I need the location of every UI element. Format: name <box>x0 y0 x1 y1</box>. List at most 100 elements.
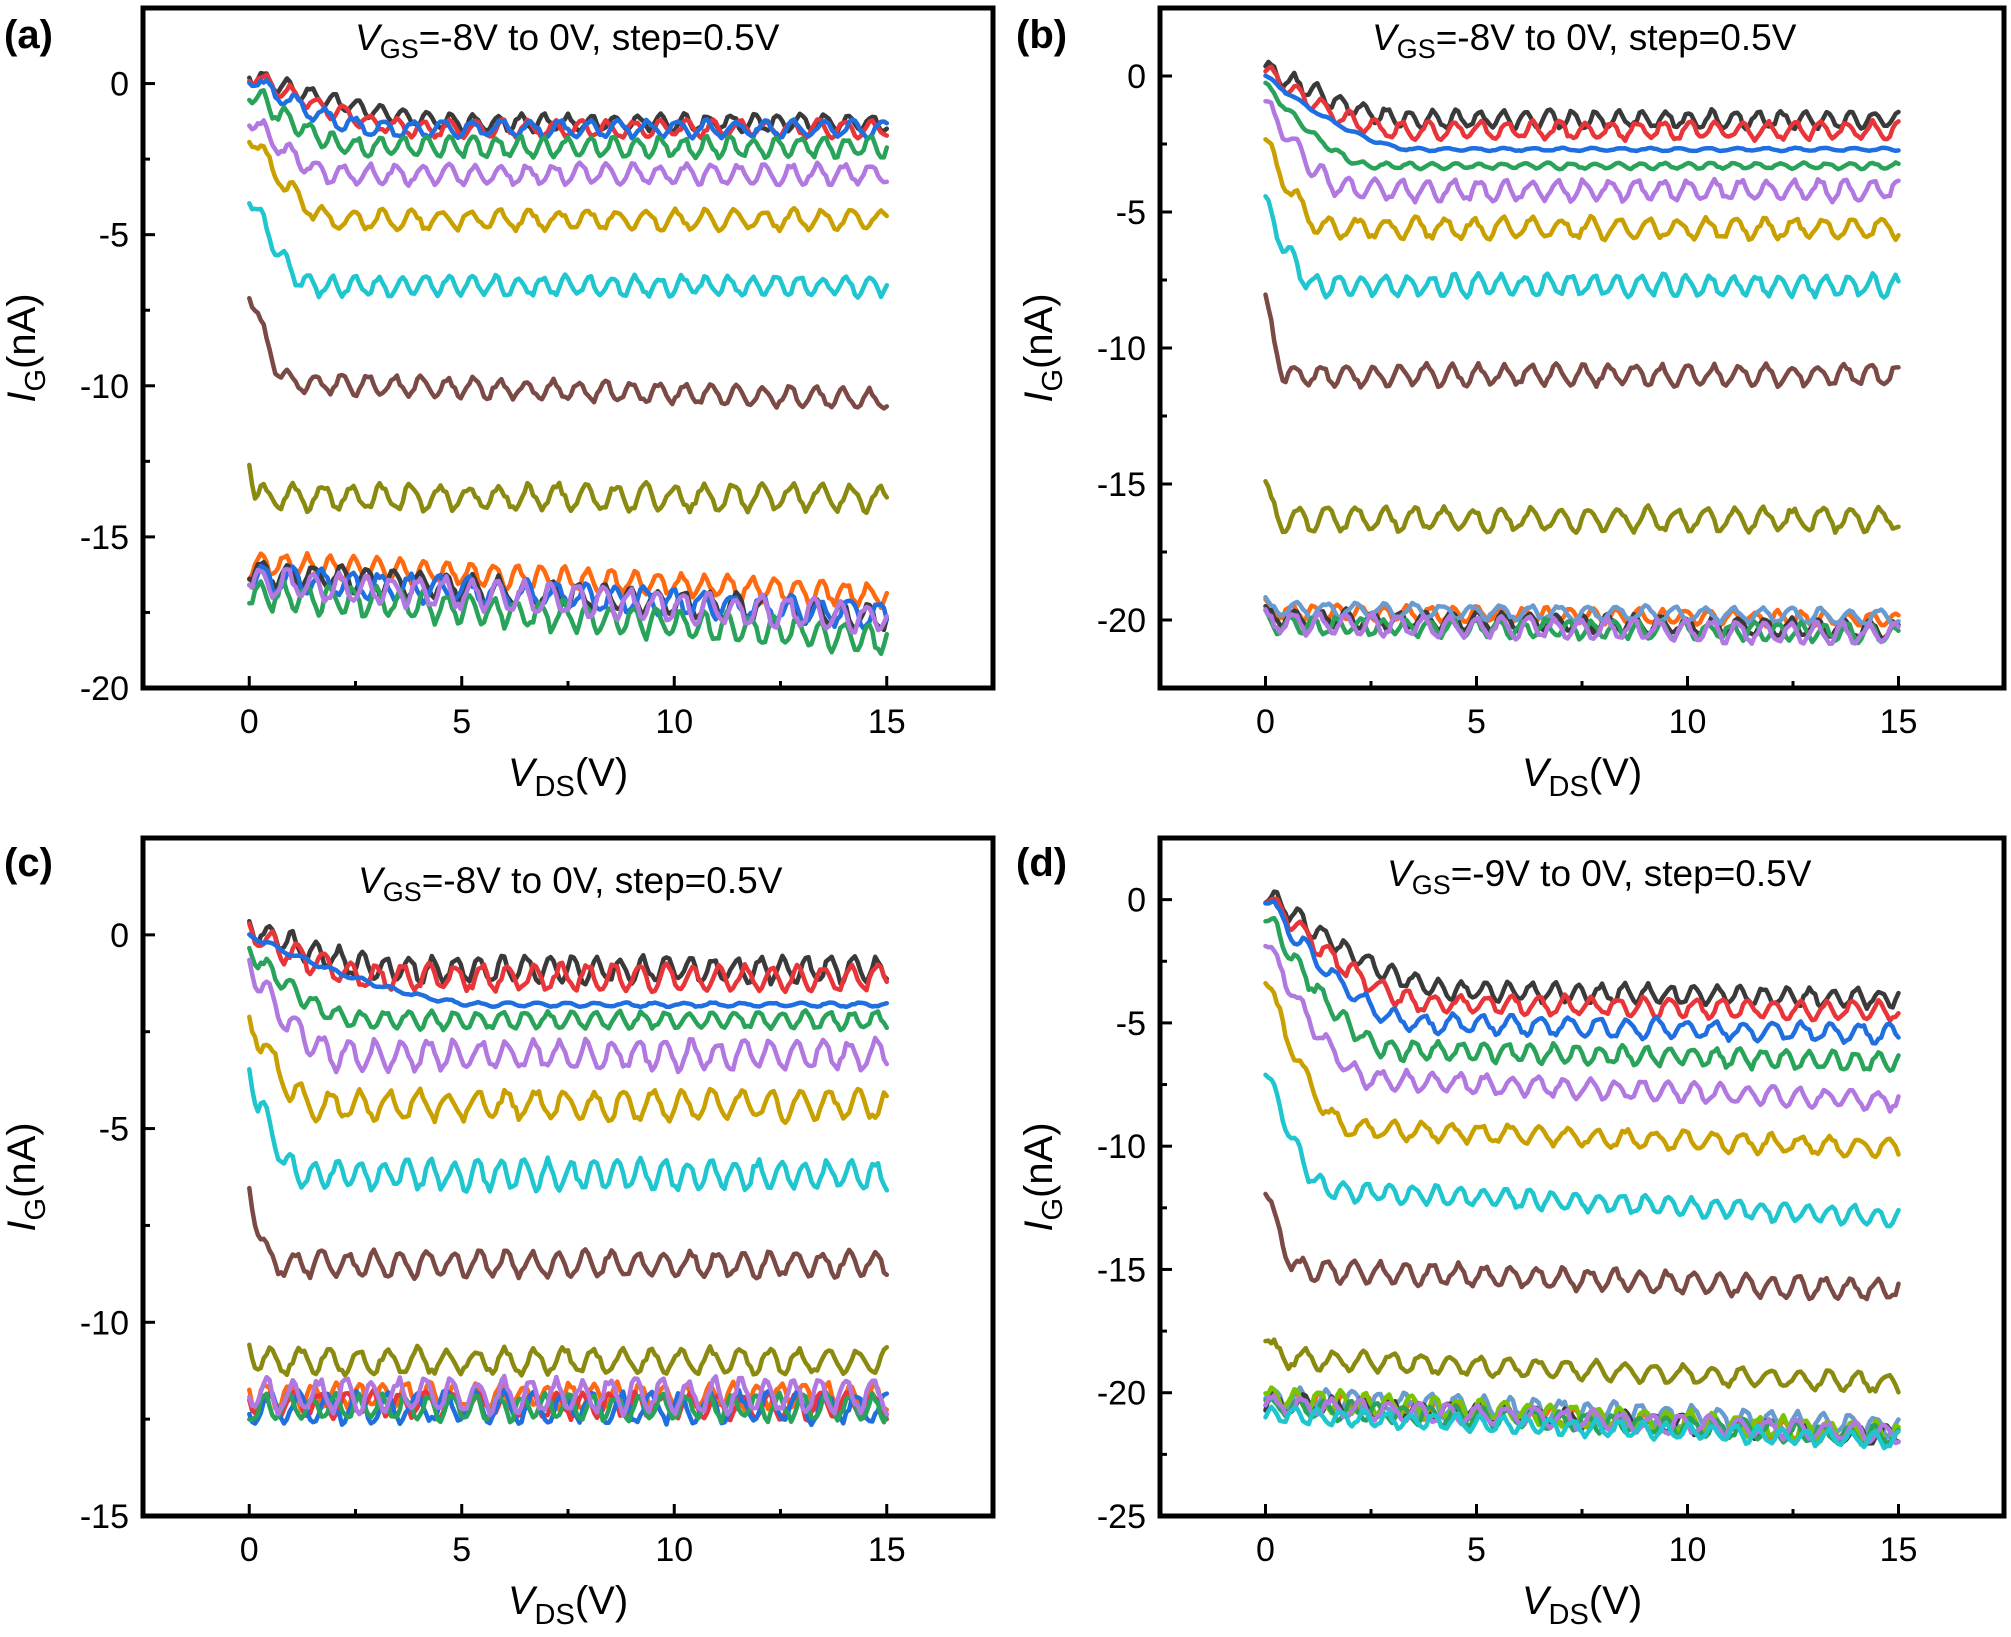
annotation-text: =-9V to 0V, step=0.5V <box>1451 853 1812 894</box>
y-tick-label: -20 <box>1097 1375 1146 1413</box>
series-black <box>1263 59 1901 132</box>
y-tick-label: -15 <box>1097 1251 1146 1289</box>
series-blue <box>247 77 890 141</box>
x-axis-title: VDS(V) <box>1522 1579 1642 1631</box>
series-purple <box>247 957 890 1075</box>
series-olive <box>247 1342 890 1378</box>
y-axis-unit: (nA) <box>0 1122 44 1198</box>
x-axis-symbol: V <box>1522 751 1552 795</box>
panel-d: 0 5 10 150-5-10-15-20-25(d) VGS=-9V to 0V, s… <box>1016 835 2007 1631</box>
series-green-low <box>1263 1394 1901 1448</box>
series-red <box>247 921 890 995</box>
y-axis-unit: (nA) <box>1017 293 1061 369</box>
panel-b: 0 5 10 150-5-10-15-20(b) VGS=-8V to 0V, step… <box>1016 5 2007 803</box>
annotation-symbol: V <box>1372 17 1400 58</box>
x-axis-subscript: DS <box>1549 1599 1589 1631</box>
x-axis-subscript: DS <box>535 771 575 803</box>
y-tick-label: -10 <box>80 1304 129 1342</box>
series-green-low <box>1263 607 1901 646</box>
series-purple-low <box>1263 607 1901 647</box>
panel-label: (d) <box>1016 841 1067 885</box>
y-tick-label: 0 <box>110 66 129 104</box>
series-group <box>1263 59 1901 647</box>
annotation-subscript: GS <box>383 877 422 907</box>
series-cyan <box>1263 1072 1901 1229</box>
y-tick-label: -10 <box>1097 330 1146 368</box>
y-tick-label: -15 <box>80 519 129 557</box>
panel-label: (c) <box>4 841 53 885</box>
x-axis-subscript: DS <box>1549 771 1589 803</box>
y-tick-label: -5 <box>99 217 129 255</box>
x-tick-label: 0 <box>1256 703 1275 741</box>
y-tick-label: -5 <box>99 1111 129 1149</box>
series-blue <box>247 932 890 1010</box>
y-axis-title: IG(nA) <box>0 293 52 402</box>
panel-a: 0 5 10 150-5-10-15-20(a) VGS=-8V to 0V, step… <box>0 5 996 803</box>
y-tick-label: -15 <box>1097 466 1146 504</box>
series-olive <box>1263 479 1901 535</box>
series-green <box>1263 80 1901 172</box>
series-cyan <box>1263 194 1901 300</box>
x-axis-title: VDS(V) <box>508 1579 628 1631</box>
annotation-text: =-8V to 0V, step=0.5V <box>422 860 783 901</box>
vgs-annotation: VGS=-8V to 0V, step=0.5V <box>358 860 783 907</box>
series-red <box>1263 896 1901 1023</box>
panel-c: 0 5 10 150-5-10-15(c) VGS=-8V to 0V, step=0.… <box>0 835 996 1631</box>
y-tick-label: -5 <box>1116 1005 1146 1043</box>
y-axis-symbol: I <box>1017 392 1061 403</box>
annotation-text: =-8V to 0V, step=0.5V <box>1436 17 1797 58</box>
x-axis-unit: (V) <box>575 1579 628 1623</box>
vgs-annotation: VGS=-9V to 0V, step=0.5V <box>1387 853 1812 900</box>
y-tick-label: -10 <box>80 368 129 406</box>
y-axis-subscript: G <box>20 369 52 392</box>
y-axis-unit: (nA) <box>0 293 44 369</box>
x-tick-label: 10 <box>655 703 693 741</box>
series-green-low <box>247 578 890 657</box>
y-tick-label: -5 <box>1116 194 1146 232</box>
y-axis-subscript: G <box>1037 1198 1069 1221</box>
x-tick-label: 0 <box>240 703 259 741</box>
series-blue <box>1263 73 1901 154</box>
series-gold <box>1263 980 1901 1160</box>
x-axis-unit: (V) <box>1589 751 1642 795</box>
x-tick-label: 5 <box>452 1531 471 1569</box>
series-brown <box>1263 1191 1901 1302</box>
y-tick-label: 0 <box>110 917 129 955</box>
x-axis-unit: (V) <box>1589 1579 1642 1623</box>
series-green <box>247 945 890 1033</box>
annotation-symbol: V <box>355 17 383 58</box>
y-axis-symbol: I <box>1017 1221 1061 1232</box>
x-tick-label: 10 <box>1669 703 1707 741</box>
x-tick-label: 15 <box>868 703 906 741</box>
series-red <box>1263 64 1901 144</box>
y-tick-label: 0 <box>1127 58 1146 96</box>
series-olive <box>247 462 890 516</box>
x-tick-label: 0 <box>240 1531 259 1569</box>
annotation-subscript: GS <box>380 34 419 64</box>
x-axis-title: VDS(V) <box>1522 751 1642 803</box>
series-gold <box>247 139 890 234</box>
x-axis-symbol: V <box>508 751 538 795</box>
y-axis-subscript: G <box>1037 369 1069 392</box>
y-axis-symbol: I <box>0 1221 44 1232</box>
series-green <box>247 88 890 161</box>
series-cyan-low <box>1263 1404 1901 1451</box>
annotation-symbol: V <box>358 860 386 901</box>
panel-label: (a) <box>4 13 53 57</box>
series-black <box>1263 889 1901 1012</box>
y-tick-label: 0 <box>1127 882 1146 920</box>
x-axis-symbol: V <box>1522 1579 1552 1623</box>
x-axis-unit: (V) <box>575 751 628 795</box>
x-tick-label: 5 <box>1467 703 1486 741</box>
y-axis-title: IG(nA) <box>0 1122 52 1231</box>
y-axis-unit: (nA) <box>1017 1122 1061 1198</box>
x-tick-label: 15 <box>868 1531 906 1569</box>
series-brown <box>1263 292 1901 390</box>
series-purple <box>247 118 890 188</box>
x-tick-label: 5 <box>1467 1531 1486 1569</box>
x-tick-label: 5 <box>452 703 471 741</box>
y-tick-label: -20 <box>80 670 129 708</box>
series-group <box>1263 889 1901 1451</box>
